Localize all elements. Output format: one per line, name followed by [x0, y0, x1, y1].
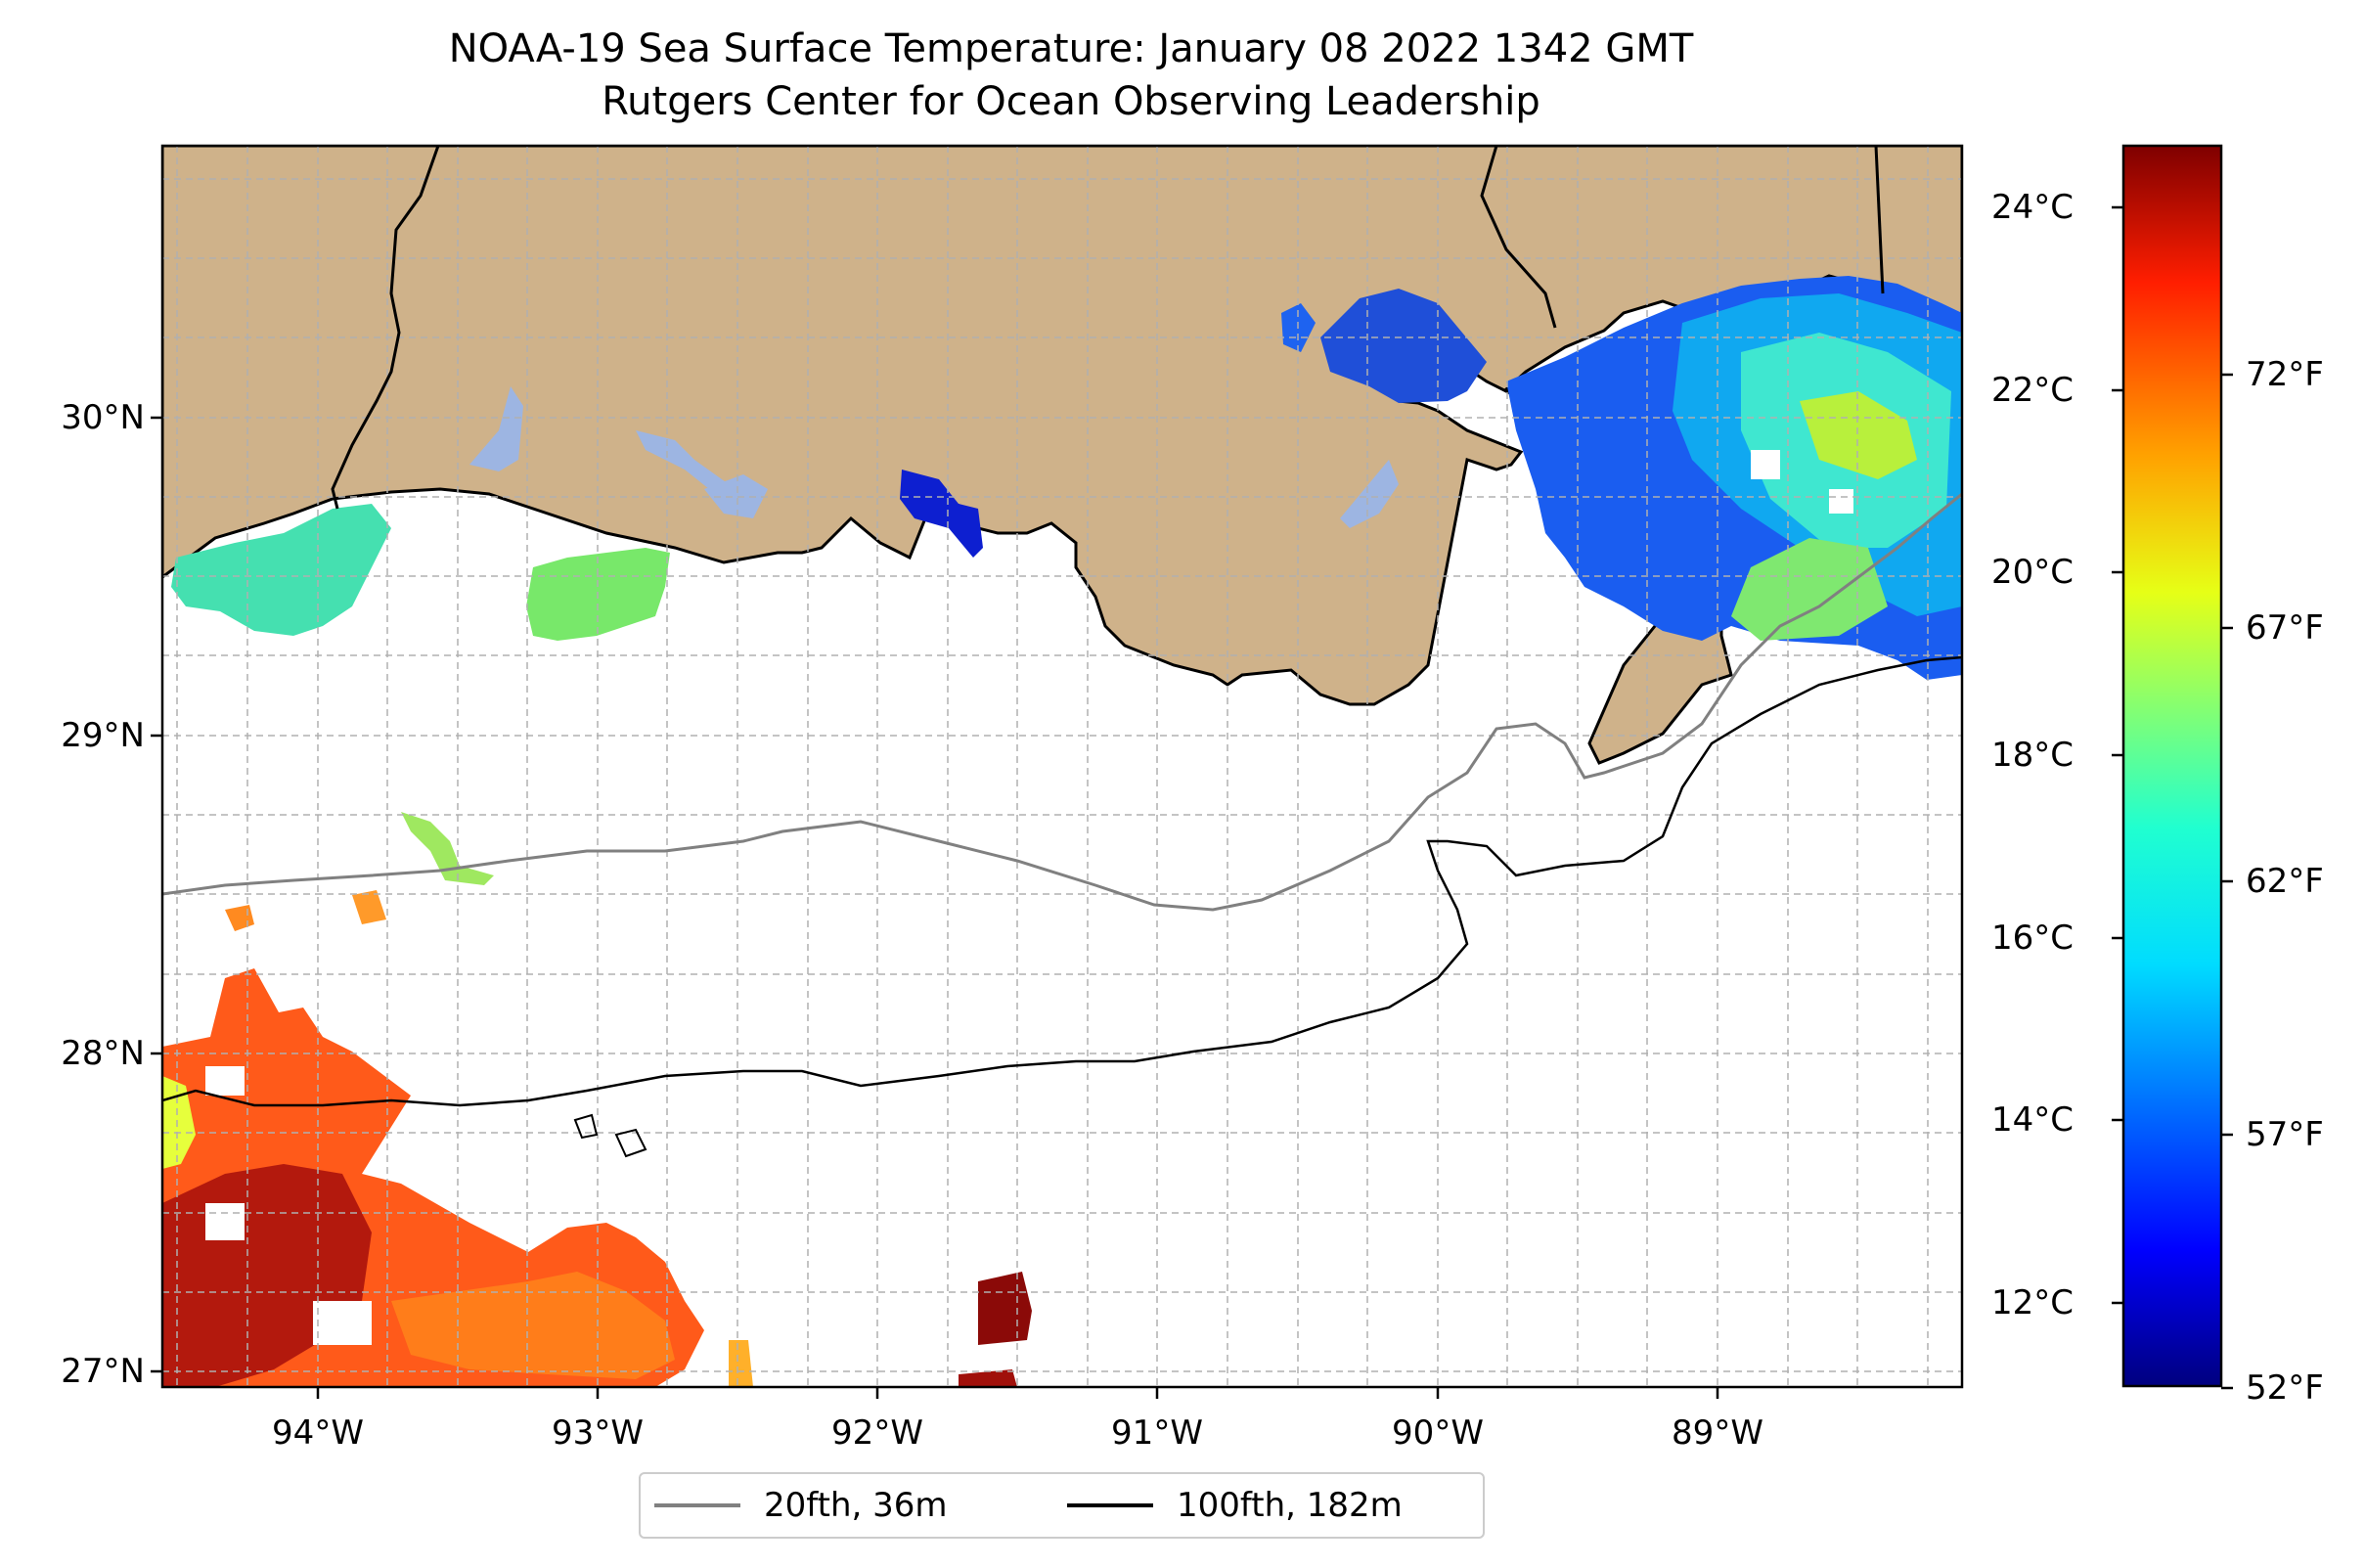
colorbar-fahrenheit-label: 62°F — [2246, 862, 2324, 901]
colorbar-fahrenheit-label: 52°F — [2246, 1368, 2324, 1408]
legend-item-20fth: 20fth, 36m — [654, 1474, 948, 1537]
sst-patch — [1731, 538, 1888, 641]
state-border — [1480, 146, 1557, 329]
colorbar-fahrenheit-label: 67°F — [2246, 608, 2324, 648]
legend-item-100fth: 100fth, 182m — [1067, 1474, 1403, 1537]
legend-line-black — [1067, 1503, 1153, 1507]
contour-legend: 20fth, 36m 100fth, 182m — [639, 1472, 1485, 1539]
sst-patch — [391, 1272, 675, 1379]
contour-100fth — [162, 655, 1962, 1107]
colorbar-celsius-label: 24°C — [1991, 188, 2075, 227]
colorbar-fahrenheit-label: 72°F — [2246, 355, 2324, 394]
lon-tick-label: 90°W — [1392, 1413, 1484, 1453]
map-title: NOAA-19 Sea Surface Temperature: January… — [448, 26, 1694, 71]
map-subtitle: Rutgers Center for Ocean Observing Leade… — [602, 79, 1540, 124]
contour-100fth — [614, 1128, 647, 1158]
legend-label: 100fth, 182m — [1177, 1486, 1403, 1525]
sst-patch — [171, 504, 391, 636]
lake — [1340, 460, 1399, 528]
sst-patch — [1320, 289, 1487, 403]
colorbar — [2121, 144, 2223, 1388]
lake — [704, 474, 768, 518]
sst-patch — [401, 812, 494, 885]
sst-patch — [729, 1340, 753, 1387]
lon-tick-label: 91°W — [1111, 1413, 1203, 1453]
contour-100fth — [573, 1113, 599, 1140]
lake — [636, 430, 729, 489]
lat-tick-label: 29°N — [61, 716, 145, 755]
sst-patch — [352, 890, 386, 924]
sst-patch — [959, 1369, 1017, 1387]
colorbar-celsius-label: 20°C — [1991, 553, 2075, 592]
gridlines — [162, 146, 1962, 1387]
legend-line-gray — [654, 1503, 740, 1507]
legend-label: 20fth, 36m — [764, 1486, 948, 1525]
lon-tick-label: 93°W — [552, 1413, 644, 1453]
map-frame — [160, 144, 1964, 1389]
lon-tick-label: 89°W — [1672, 1413, 1763, 1453]
lon-tick-label: 94°W — [272, 1413, 364, 1453]
colorbar-celsius-label: 18°C — [1991, 736, 2075, 775]
colorbar-celsius-label: 16°C — [1991, 918, 2075, 958]
contour-20fth — [162, 492, 1962, 912]
lat-tick-label: 30°N — [61, 398, 145, 437]
lat-tick-label: 27°N — [61, 1352, 145, 1391]
sst-patch — [900, 470, 983, 558]
colorbar-celsius-label: 14°C — [1991, 1100, 2075, 1140]
state-border — [331, 146, 440, 510]
colorbar-celsius-label: 12°C — [1991, 1283, 2075, 1322]
sst-patch — [1800, 391, 1917, 479]
colorbar-celsius-label: 22°C — [1991, 371, 2075, 410]
colorbar-fahrenheit-label: 57°F — [2246, 1115, 2324, 1154]
sst-patch — [978, 1272, 1032, 1345]
state-border — [1874, 146, 1885, 294]
lat-tick-label: 28°N — [61, 1034, 145, 1073]
lake — [469, 386, 523, 471]
lon-tick-label: 92°W — [831, 1413, 923, 1453]
